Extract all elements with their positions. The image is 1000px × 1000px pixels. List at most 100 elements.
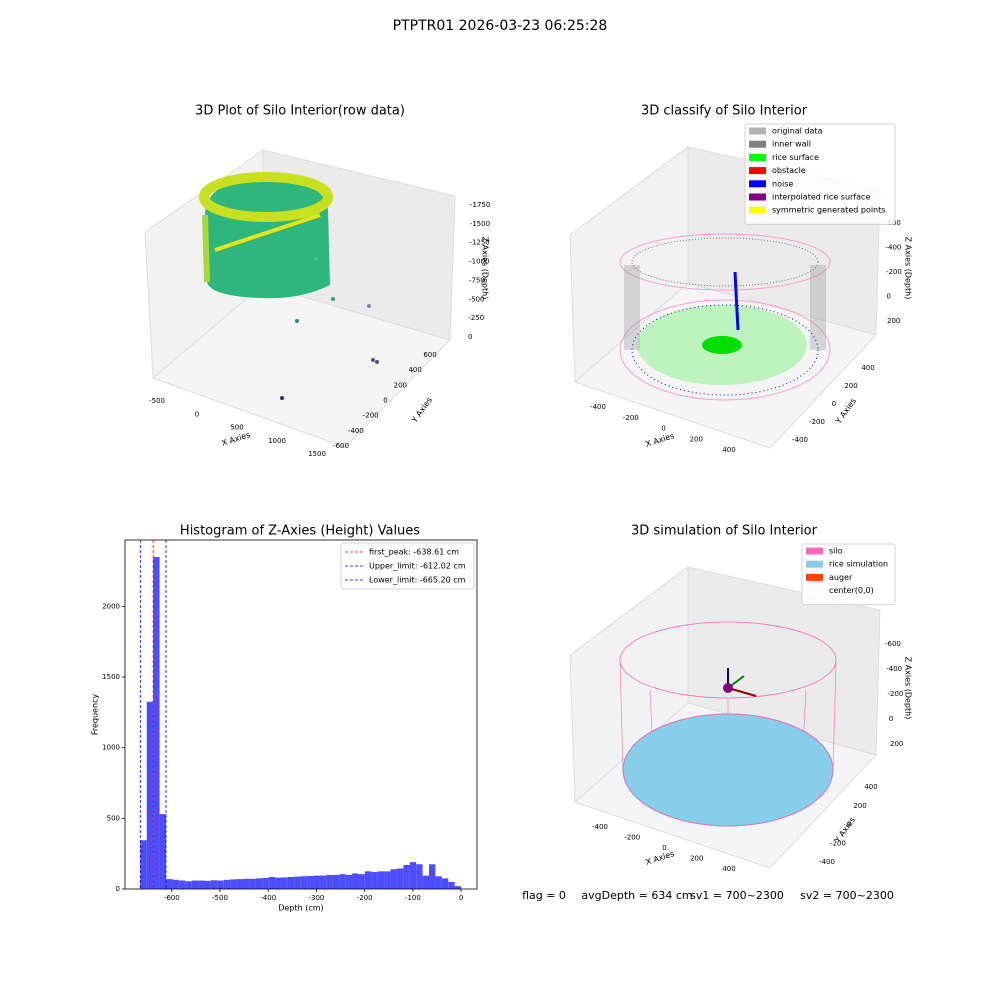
histogram-bar: [210, 880, 218, 889]
x-tick-label: 200: [690, 435, 703, 443]
chart-title: 3D simulation of Silo Interior: [631, 524, 818, 539]
x-tick-label: -400: [592, 823, 608, 831]
z-axis-label: Z Axies (Depth): [481, 237, 490, 300]
z-tick-label: -1250: [469, 239, 489, 247]
x-tick-label: 200: [690, 855, 703, 863]
histogram-bar: [140, 840, 147, 889]
legend-swatch: [749, 180, 766, 188]
histogram-bar: [429, 864, 436, 889]
z-tick-label: -1750: [470, 201, 490, 209]
y-tick-label: 1000: [102, 744, 120, 752]
histogram-bar: [159, 814, 166, 889]
legend-swatch: [749, 167, 766, 175]
x-tick-label: 0: [661, 425, 665, 433]
z-tick-label: 0: [889, 715, 893, 723]
y-tick-label: -200: [363, 412, 379, 420]
x-axis-label: X Axies: [221, 430, 252, 448]
legend-label: rice surface: [772, 153, 819, 162]
histogram-bar: [287, 876, 295, 889]
histogram-bar: [307, 876, 314, 889]
y-tick-label: -600: [333, 442, 349, 450]
histogram-bar: [352, 873, 359, 889]
y-tick-label: 0: [847, 821, 851, 829]
y-tick-label: -200: [830, 839, 846, 847]
x-tick-label: -100: [405, 894, 421, 902]
legend-label: original data: [772, 127, 823, 136]
legend-label: Upper_limit: -612.02 cm: [369, 562, 466, 571]
chart-title: 3D Plot of Silo Interior(row data): [195, 104, 405, 119]
histogram-bar: [377, 871, 385, 889]
y-tick-label: 400: [408, 366, 421, 374]
histogram-bar: [236, 879, 243, 889]
y-tick-label: 200: [844, 382, 857, 390]
y-tick-label: 200: [394, 381, 407, 389]
x-tick-label: -300: [308, 894, 324, 902]
histogram-bar: [281, 877, 288, 889]
chart-title: Histogram of Z-Axies (Height) Values: [180, 524, 420, 539]
histogram-bar: [165, 879, 173, 889]
y-axis-label: Y Axies: [833, 397, 858, 427]
x-tick-label: 1000: [268, 437, 286, 445]
y-tick-label: -400: [819, 858, 835, 866]
status-text: avgDepth = 634 cm: [581, 889, 692, 902]
histogram-bar: [178, 880, 186, 889]
legend-label: silo: [829, 547, 843, 556]
plot-frame: [124, 539, 478, 890]
legend-label: center(0,0): [829, 586, 874, 595]
x-tick-label: -500: [149, 397, 165, 405]
y-tick-label: 2000: [102, 602, 120, 610]
histogram-bar: [146, 701, 154, 889]
histogram-bar: [403, 864, 410, 889]
z-tick-label: -250: [468, 314, 484, 322]
y-axis-label: Frequency: [91, 694, 100, 736]
x-tick-label: -400: [260, 894, 276, 902]
legend-swatch: [749, 193, 766, 201]
histogram-bar: [300, 876, 308, 889]
legend-label: Lower_limit: -665.20 cm: [369, 576, 466, 585]
chart-title: 3D classify of Silo Interior: [641, 104, 808, 119]
histogram-bar: [223, 879, 231, 889]
histogram-bar: [198, 880, 205, 889]
y-tick-label: -400: [348, 427, 364, 435]
status-text: flag = 0: [522, 889, 566, 902]
legend-swatch: [806, 587, 823, 595]
z-tick-label: -500: [469, 295, 485, 303]
histogram-bar: [294, 876, 301, 889]
legend-swatch: [749, 140, 766, 148]
legend-label: interpolated rice surface: [772, 193, 870, 202]
histogram-bar: [416, 864, 423, 889]
y-tick-label: 500: [107, 814, 120, 822]
legend-swatch: [806, 573, 823, 581]
x-tick-label: -400: [590, 403, 606, 411]
histogram-bar: [390, 869, 397, 889]
y-tick-label: 0: [383, 397, 387, 405]
histogram-bar: [185, 881, 192, 889]
z-tick-label: -400: [886, 665, 902, 673]
z-tick-label: 0: [887, 293, 891, 301]
z-axis-label: Z Axies (Depth): [904, 237, 913, 300]
histogram-bar: [153, 556, 160, 889]
x-tick-label: 1500: [308, 450, 326, 458]
x-tick-label: 400: [722, 865, 735, 873]
histogram-bar: [326, 874, 333, 889]
legend-swatch: [806, 547, 823, 555]
y-tick-label: 0: [116, 885, 120, 893]
z-tick-label: -750: [469, 276, 485, 284]
legend-label: noise: [772, 179, 793, 188]
x-tick-label: 0: [459, 894, 463, 902]
legend-label: auger: [829, 573, 853, 582]
x-tick-label: -200: [623, 414, 639, 422]
histogram-bar: [454, 886, 462, 889]
legend-swatch: [749, 206, 766, 214]
status-text: sv1 = 700~2300: [690, 889, 784, 902]
legend-label: first_peak: -638.61 cm: [369, 548, 459, 557]
legend-label: inner wall: [772, 140, 811, 149]
x-tick-label: -600: [164, 894, 180, 902]
legend-label: rice simulation: [829, 560, 888, 569]
x-tick-label: -500: [212, 894, 228, 902]
histogram-bar: [364, 871, 372, 889]
histogram-bar: [172, 879, 179, 889]
y-tick-label: 200: [853, 802, 866, 810]
histogram-bar: [242, 878, 250, 889]
histogram-bar: [332, 874, 340, 889]
